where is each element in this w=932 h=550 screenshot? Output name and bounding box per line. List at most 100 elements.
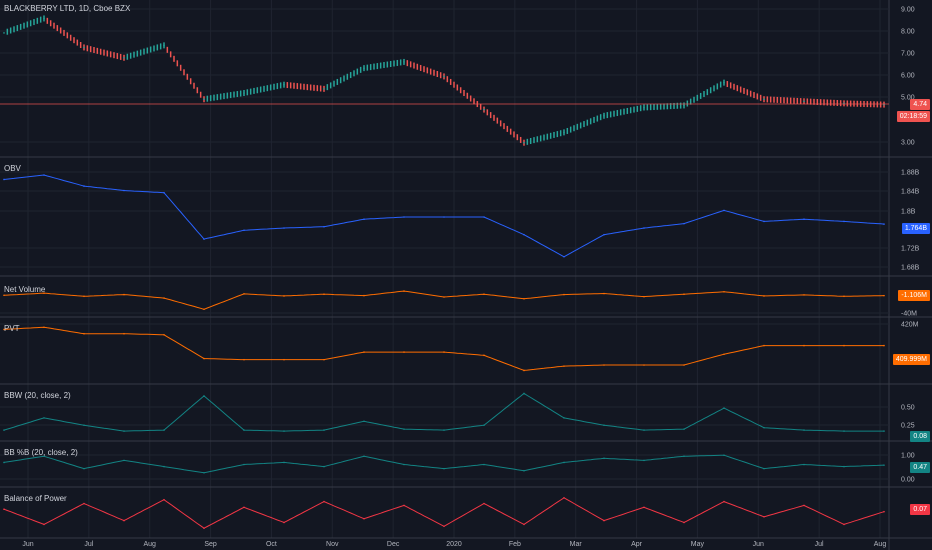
- y-tick-label: 1.00: [901, 453, 915, 460]
- bbw-data-point: [523, 392, 525, 395]
- netvol-data-point: [843, 295, 845, 298]
- pvt-data-point: [843, 344, 845, 347]
- pvt-data-point: [203, 357, 205, 360]
- price-data-point: [763, 98, 765, 101]
- symbol-title: BLACKBERRY LTD, 1D, Cboe BZX: [4, 4, 131, 13]
- price-data-point: [363, 67, 365, 69]
- bbpct-data-point: [443, 467, 445, 470]
- price-data-point: [563, 131, 565, 134]
- bop-data-point: [603, 519, 605, 522]
- bbw-data-point: [203, 395, 205, 397]
- bbw-data-point: [603, 424, 605, 427]
- netvol-data-point: [603, 292, 605, 295]
- bbw-data-point: [883, 430, 885, 432]
- netvol-data-point: [763, 295, 765, 297]
- bbpct-data-point: [483, 463, 485, 466]
- obv-data-point: [643, 227, 645, 229]
- bbpct-data-point: [723, 454, 725, 457]
- bbw-data-point: [123, 430, 125, 432]
- bbpct-data-point: [763, 467, 765, 470]
- price-data-point: [243, 92, 245, 94]
- obv-data-point: [803, 218, 805, 221]
- bbpct-data-point: [803, 463, 805, 466]
- pvt-data-point: [403, 351, 405, 353]
- bop-data-point: [83, 502, 85, 505]
- netvol-data-point: [283, 295, 285, 297]
- bbpct-data-point: [363, 455, 365, 458]
- x-tick-label: Jul: [84, 541, 93, 548]
- bbw-data-point: [803, 429, 805, 431]
- pvt-data-point: [563, 365, 565, 367]
- y-tick-label: -40M: [901, 311, 917, 318]
- y-tick-label: 3.00: [901, 140, 915, 147]
- y-tick-label: 8.00: [901, 29, 915, 36]
- pvt-title: PVT: [4, 324, 20, 333]
- obv-data-point: [363, 218, 365, 221]
- obv-data-point: [723, 209, 725, 212]
- pvt-data-point: [523, 369, 525, 372]
- bbpct-data-point: [643, 459, 645, 462]
- obv-data-point: [843, 220, 845, 223]
- pvt-data-point: [763, 344, 765, 347]
- netvol-data-point: [243, 293, 245, 295]
- bop-data-point: [363, 517, 365, 520]
- obv-data-point: [563, 255, 565, 258]
- price-data-point: [443, 75, 445, 78]
- x-tick-label: 2020: [446, 541, 462, 548]
- obv-series-line: [3, 174, 885, 258]
- obv-last-tag: 1.764B: [901, 223, 930, 234]
- pvt-data-point: [483, 354, 485, 357]
- x-tick-label: Jun: [22, 541, 33, 548]
- x-tick-label: Mar: [570, 541, 583, 548]
- netvol-data-point: [563, 293, 565, 296]
- bbw-data-point: [83, 424, 85, 427]
- bop-data-point: [523, 523, 525, 526]
- pvt-data-point: [643, 364, 645, 366]
- bop-data-point: [203, 527, 205, 529]
- netvol-data-point: [723, 290, 725, 293]
- y-tick-label: 5.00: [901, 95, 915, 102]
- obv-data-point: [83, 185, 85, 187]
- netvol-data-point: [83, 295, 85, 298]
- netvol-data-point: [163, 297, 165, 299]
- pvt-last-tag: 409.999M: [892, 354, 930, 365]
- obv-data-point: [323, 225, 325, 228]
- netvol-data-point: [803, 294, 805, 296]
- bbw-data-point: [763, 426, 765, 429]
- pvt-data-point: [283, 358, 285, 361]
- pvt-data-point: [443, 351, 445, 353]
- x-tick-label: Aug: [874, 541, 887, 548]
- x-tick-label: May: [691, 541, 705, 548]
- obv-data-point: [43, 174, 45, 176]
- obv-data-point: [763, 220, 765, 223]
- netvol-data-point: [323, 293, 325, 296]
- netvol-data-point: [363, 294, 365, 297]
- obv-data-point: [403, 216, 405, 218]
- bbpct-title: BB %B (20, close, 2): [4, 448, 78, 457]
- obv-data-point: [283, 227, 285, 229]
- price-data-point: [83, 46, 85, 49]
- bop-data-point: [3, 508, 5, 511]
- netvol-data-point: [3, 294, 5, 297]
- bop-data-point: [283, 521, 285, 524]
- bbw-data-point: [563, 417, 565, 419]
- obv-data-point: [123, 189, 125, 192]
- bop-data-point: [803, 504, 805, 507]
- price-data-point: [283, 83, 285, 86]
- bbw-data-point: [323, 429, 325, 431]
- obv-data-point: [243, 229, 245, 232]
- bbpct-data-point: [683, 455, 685, 458]
- x-tick-label: Sep: [204, 541, 217, 548]
- net-volume-title: Net Volume: [4, 285, 46, 294]
- pvt-data-point: [603, 364, 605, 366]
- bop-data-point: [683, 521, 685, 524]
- price-last-tag: 4.74: [910, 99, 930, 110]
- obv-data-point: [3, 178, 5, 181]
- bop-data-point: [763, 516, 765, 518]
- bbpct-data-point: [603, 457, 605, 460]
- bop-data-point: [643, 506, 645, 509]
- price-data-point: [43, 17, 45, 20]
- y-tick-label: 1.8B: [901, 209, 916, 216]
